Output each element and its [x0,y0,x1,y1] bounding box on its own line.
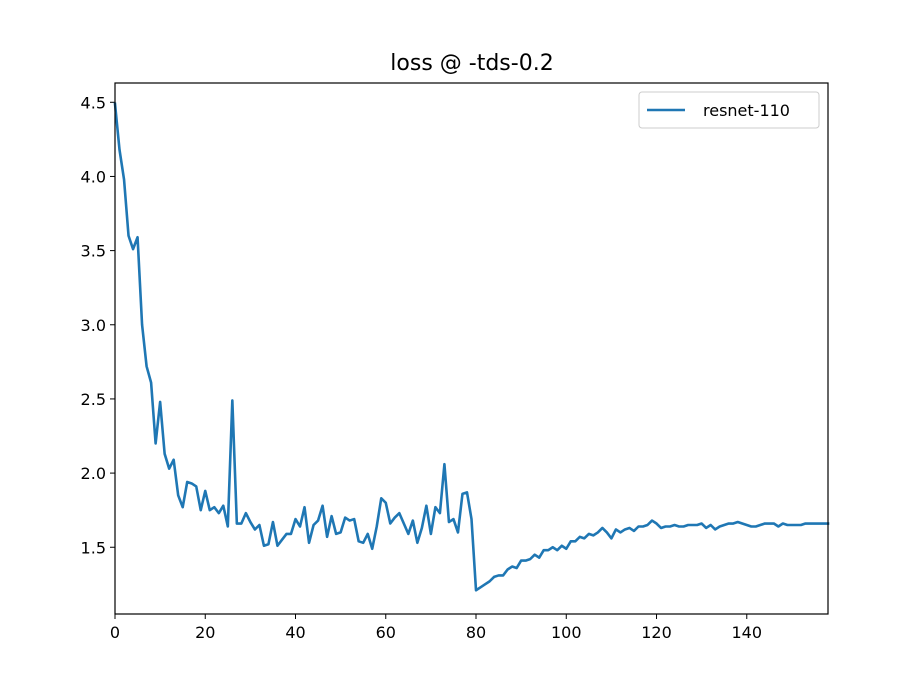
plot-frame [114,82,829,615]
y-tick-label: 2.5 [81,390,106,409]
y-tick-label: 4.5 [81,93,106,112]
y-tick-label: 3.5 [81,242,106,261]
legend-label: resnet-110 [703,101,790,120]
x-axis: 0 20 40 60 80 100 120 140 [110,614,762,642]
chart-title: loss @ -tds-0.2 [390,51,553,76]
x-tick-label: 0 [110,623,120,642]
x-tick-label: 40 [285,623,305,642]
x-tick-label: 60 [376,623,396,642]
y-tick-label: 4.0 [81,167,106,186]
legend-box [638,91,820,129]
series-layer [113,102,830,592]
x-tick-label: 120 [641,623,672,642]
y-tick-label: 3.0 [81,316,106,335]
legend: resnet-110 [638,91,820,129]
series-line-0 [113,102,830,592]
y-tick-label: 2.0 [81,464,106,483]
x-tick-label: 80 [466,623,486,642]
y-tick-label: 1.5 [81,538,106,557]
y-axis: 1.5 2.0 2.5 3.0 3.5 4.0 4.5 [81,93,115,557]
x-tick-label: 20 [195,623,215,642]
x-tick-label: 140 [731,623,762,642]
x-tick-label: 100 [551,623,582,642]
